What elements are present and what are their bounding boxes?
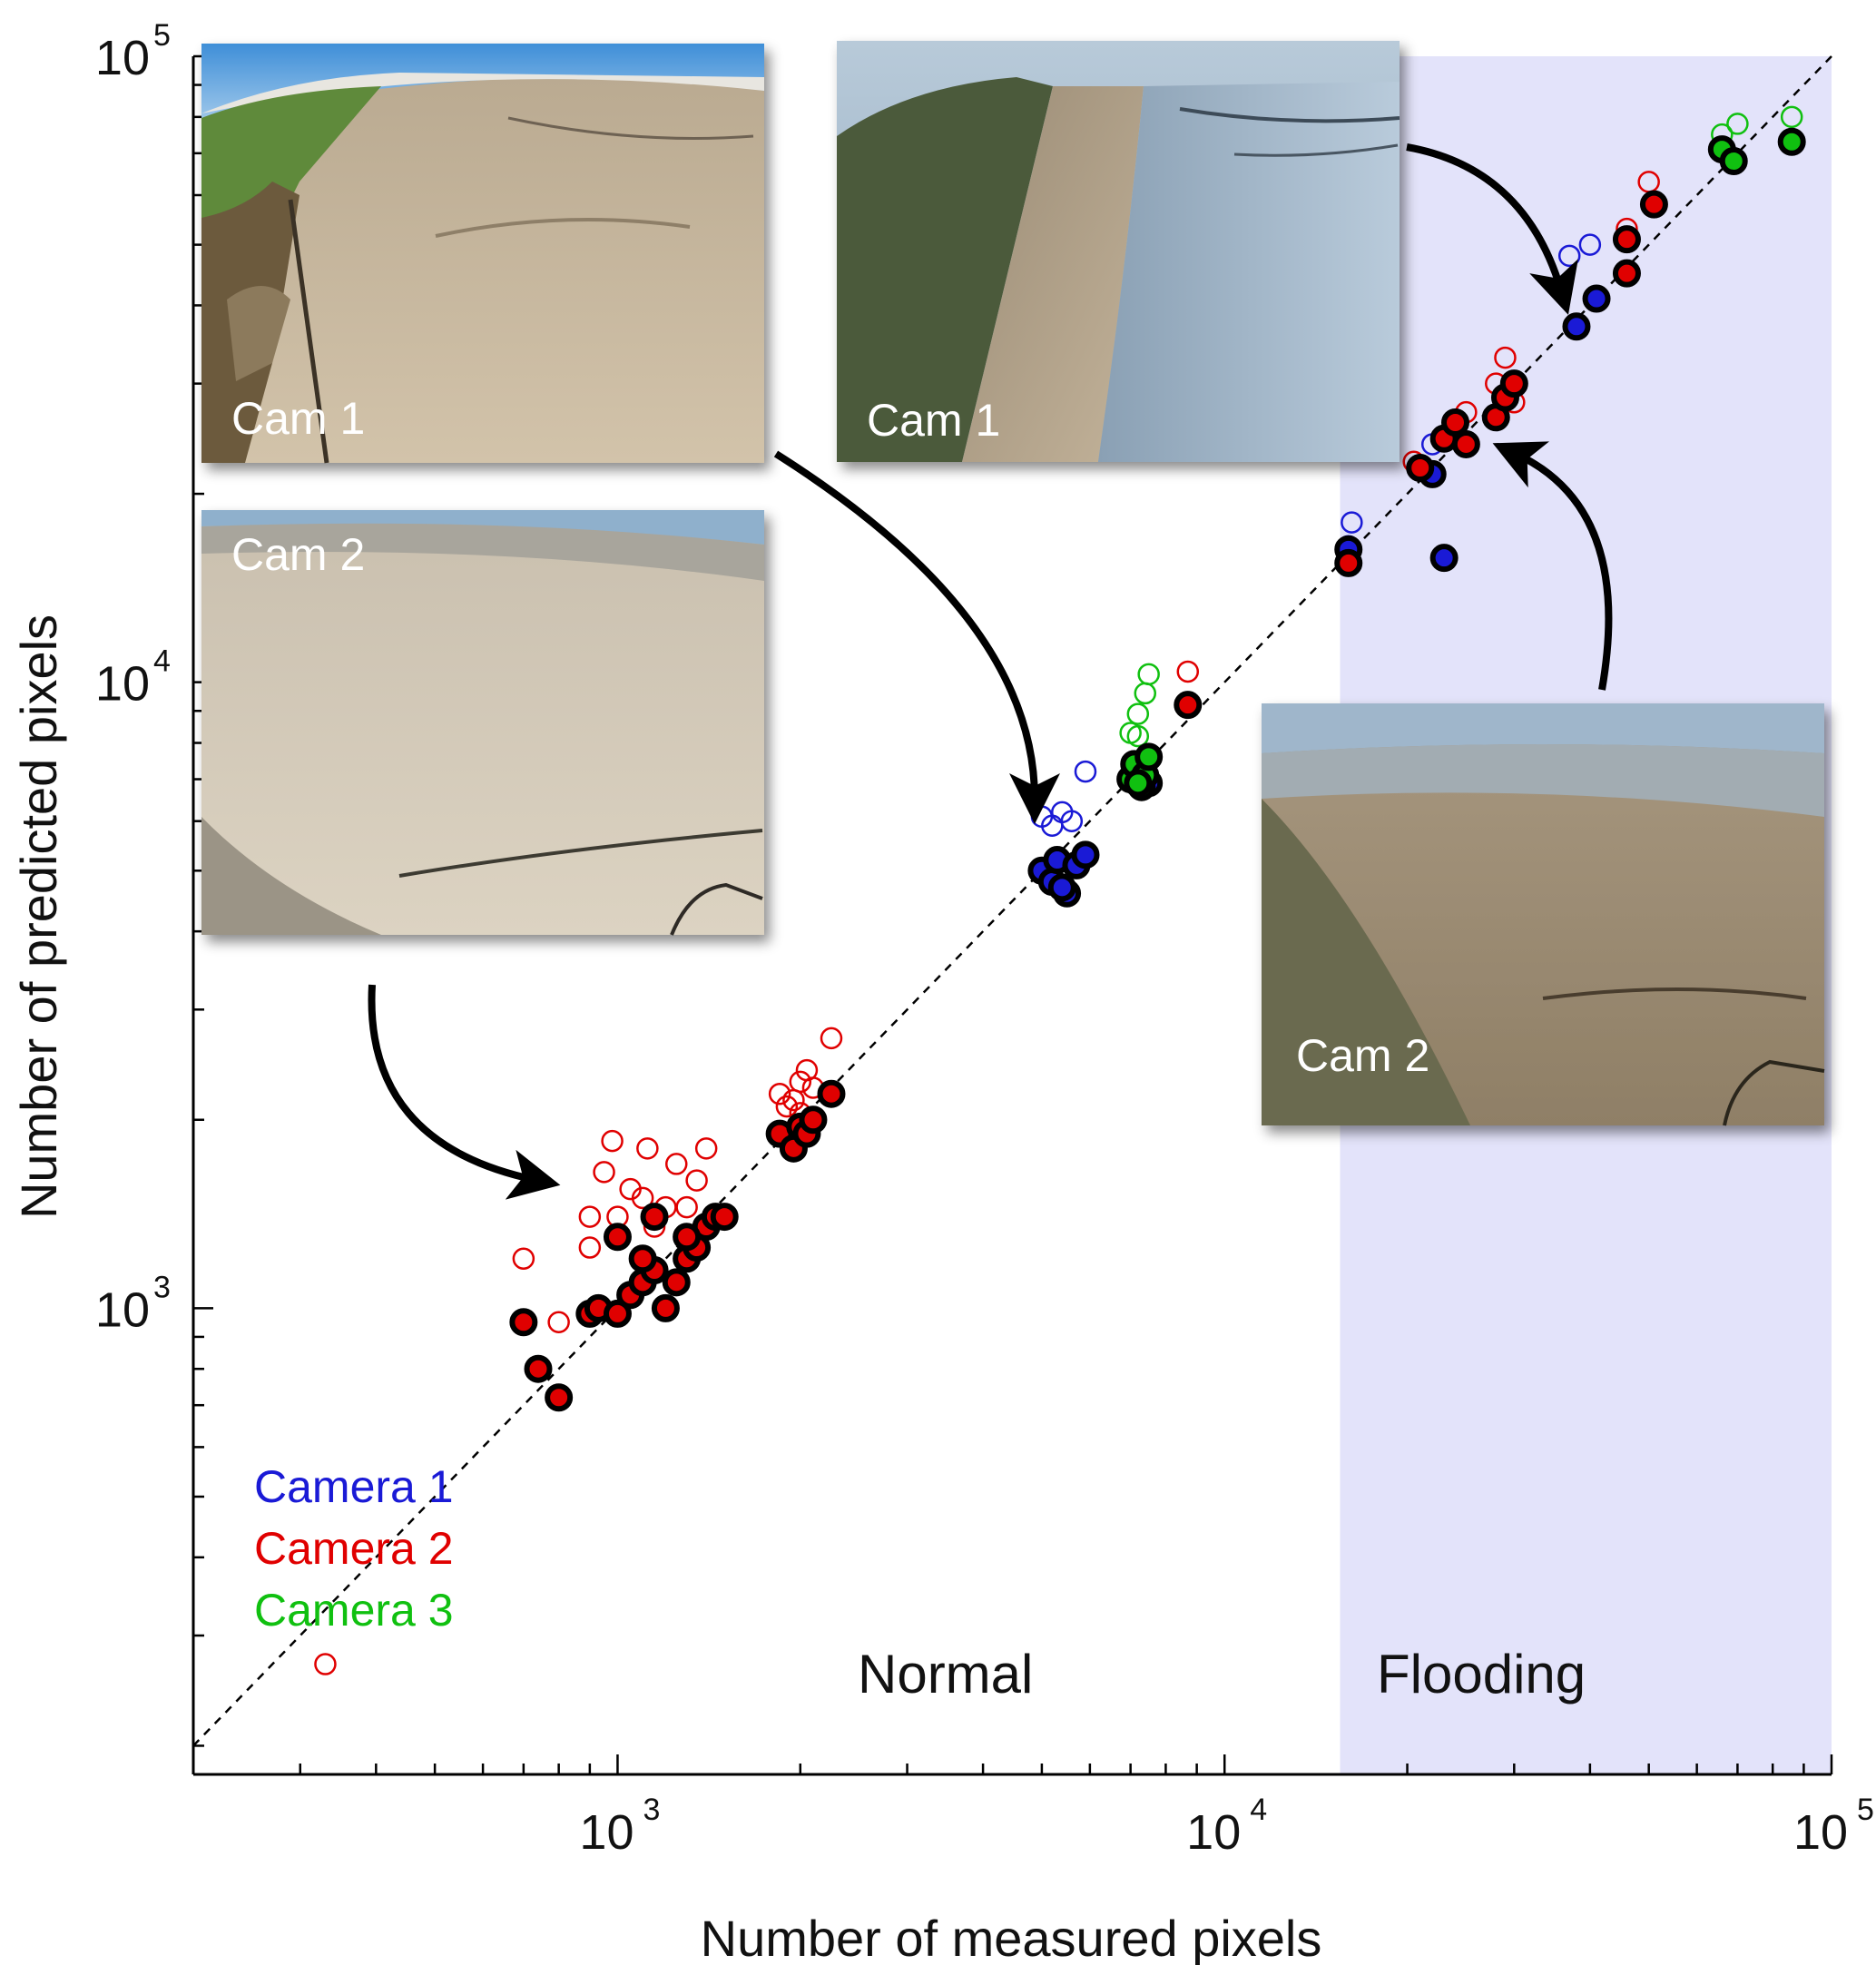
point-filled	[603, 1223, 632, 1252]
point-open	[636, 1137, 659, 1160]
point-filled	[1719, 147, 1748, 176]
point-filled	[1334, 548, 1363, 577]
point-open	[820, 1027, 843, 1050]
flooding-label: Flooding	[1377, 1644, 1586, 1705]
y-tick-exponent: 4	[153, 644, 171, 679]
photo-cam1-flooding: Cam 1	[837, 41, 1400, 462]
normal-label: Normal	[858, 1644, 1033, 1705]
point-filled	[1562, 312, 1591, 341]
point-filled	[1406, 454, 1435, 483]
point-open	[1578, 233, 1602, 256]
arrow	[1492, 441, 1613, 691]
point-open	[1126, 724, 1150, 748]
point-open	[512, 1247, 535, 1271]
point-open	[789, 1070, 812, 1094]
legend-item-camera-3: Camera 3	[254, 1585, 454, 1636]
y-axis-title: Number of predicted pixels	[10, 614, 67, 1219]
point-open	[665, 1153, 688, 1175]
point-open	[1074, 760, 1097, 783]
point-filled	[1429, 544, 1459, 573]
point-filled	[651, 1293, 680, 1322]
point-open	[1341, 511, 1363, 534]
point-filled	[640, 1203, 669, 1232]
point-open	[1126, 702, 1150, 725]
point-filled	[1499, 369, 1528, 398]
point-filled	[524, 1354, 553, 1383]
point-filled	[1124, 769, 1153, 798]
photo-caption: Cam 1	[867, 395, 1000, 446]
point-open	[578, 1236, 602, 1259]
point-filled	[1134, 742, 1164, 771]
point-open	[631, 1186, 654, 1210]
photo-caption: Cam 1	[231, 393, 365, 444]
x-axis-title: Number of measured pixels	[701, 1910, 1322, 1965]
legend-item-camera-1: Camera 1	[254, 1461, 454, 1512]
photo-cam2-flooding: Cam 2	[1262, 703, 1825, 1126]
x-tick-exponent: 5	[1857, 1793, 1874, 1827]
point-open	[593, 1161, 615, 1184]
point-filled	[1071, 840, 1100, 870]
point-filled	[799, 1105, 828, 1135]
point-filled	[1582, 284, 1611, 313]
point-open	[1137, 663, 1160, 686]
point-filled	[1639, 190, 1668, 219]
point-filled	[1777, 127, 1806, 156]
photo-cam1-normal: Cam 1	[201, 44, 764, 464]
arrow	[773, 450, 1060, 824]
point-open	[1134, 682, 1157, 705]
point-filled	[1451, 429, 1480, 458]
x-tick-label: 10	[579, 1805, 634, 1860]
y-tick-exponent: 3	[153, 1270, 171, 1304]
point-filled	[710, 1203, 739, 1232]
x-tick-exponent: 3	[643, 1793, 660, 1827]
x-tick-exponent: 4	[1250, 1793, 1267, 1827]
photo-caption: Cam 2	[231, 529, 365, 580]
point-filled	[1612, 225, 1641, 254]
point-filled	[1174, 691, 1203, 720]
legend-item-camera-2: Camera 2	[254, 1523, 454, 1574]
axes: 10 3 10 4 10 510 310 410 5	[95, 18, 1874, 1860]
point-filled	[662, 1268, 691, 1297]
y-tick-exponent: 5	[153, 18, 171, 53]
point-open	[547, 1311, 570, 1333]
x-tick-label: 10	[1186, 1805, 1241, 1860]
point-open	[314, 1653, 337, 1675]
point-filled	[1612, 259, 1641, 288]
point-open	[768, 1082, 791, 1105]
point-filled	[603, 1299, 632, 1328]
arrow	[1406, 143, 1578, 315]
point-open	[675, 1195, 698, 1219]
point-filled	[545, 1383, 574, 1412]
point-filled	[817, 1079, 846, 1108]
point-filled	[628, 1244, 657, 1273]
point-open	[694, 1137, 718, 1160]
y-tick-label: 10	[95, 1282, 150, 1337]
legend: Camera 1 Camera 2 Camera 3	[254, 1461, 454, 1636]
arrow	[368, 984, 561, 1200]
photo-caption: Cam 2	[1296, 1030, 1429, 1081]
point-open	[1494, 346, 1517, 369]
photo-cam2-normal: Cam 2	[201, 510, 764, 936]
point-open	[1176, 660, 1200, 683]
point-open	[601, 1129, 624, 1153]
point-filled	[1441, 408, 1470, 437]
x-tick-label: 10	[1793, 1805, 1848, 1860]
point-filled	[673, 1223, 702, 1252]
point-open	[685, 1169, 708, 1192]
one-to-one-line	[192, 55, 1832, 1747]
point-open	[1726, 113, 1749, 135]
point-open	[578, 1205, 602, 1228]
y-tick-label: 10	[95, 657, 150, 712]
point-filled	[509, 1308, 538, 1337]
point-open	[775, 1095, 799, 1118]
point-open	[1780, 105, 1803, 129]
point-filled	[1047, 873, 1076, 902]
point-open	[1060, 810, 1084, 832]
data-points	[314, 105, 1806, 1675]
y-tick-label: 10	[95, 31, 150, 85]
